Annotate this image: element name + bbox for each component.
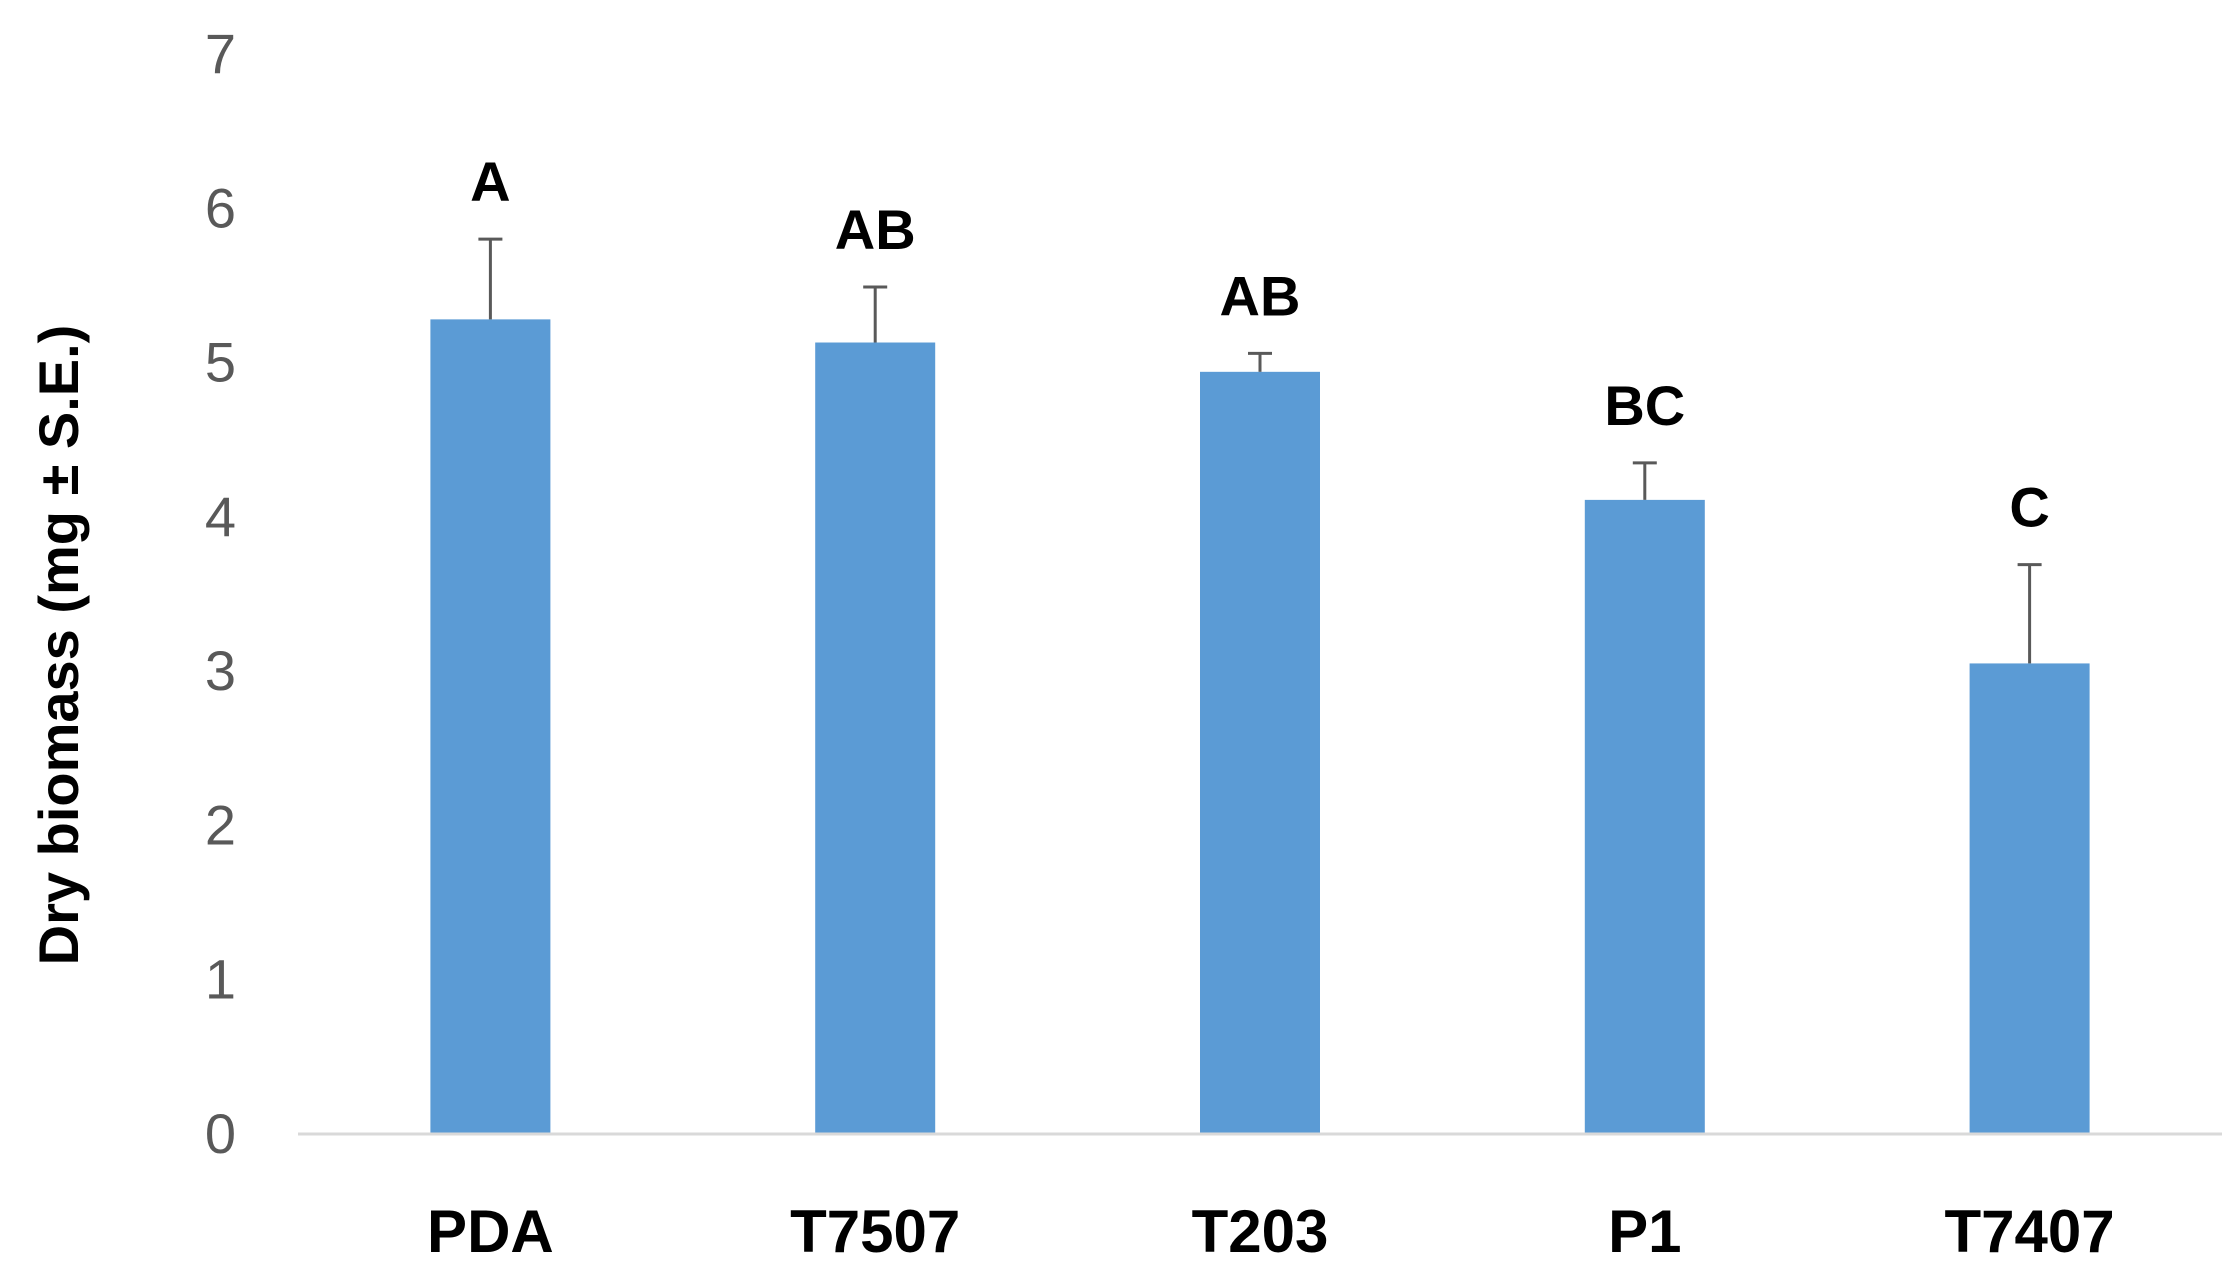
bar [815, 342, 936, 1134]
error-bar [1632, 461, 1657, 500]
bar [1200, 371, 1320, 1134]
x-tick-labels: PDA T7507 T203 P1 T7407 [427, 1198, 2115, 1265]
bar [1969, 663, 2090, 1134]
error-bar [863, 285, 888, 343]
error-bar [478, 237, 503, 320]
error-bar [2017, 563, 2042, 664]
x-tick-label: T203 [1192, 1198, 1329, 1265]
significance-label: A [470, 150, 510, 213]
bar [430, 319, 551, 1134]
y-tick-label: 0 [205, 1102, 236, 1165]
bars [430, 319, 2090, 1134]
significance-label: AB [1220, 264, 1301, 327]
y-tick-label: 7 [205, 22, 236, 85]
x-tick-label: T7407 [1945, 1198, 2115, 1265]
significance-label: C [2009, 476, 2049, 539]
x-tick-label: T7507 [790, 1198, 960, 1265]
x-tick-label: PDA [427, 1198, 554, 1265]
bar [1584, 499, 1705, 1134]
y-tick-labels: 0 1 2 3 4 5 6 7 [205, 22, 236, 1165]
error-bars [478, 237, 2042, 664]
y-tick-label: 3 [205, 639, 236, 702]
y-tick-label: 1 [205, 948, 236, 1011]
y-tick-label: 4 [205, 485, 236, 548]
significance-labels: A AB AB BC C [470, 150, 2050, 539]
y-tick-label: 6 [205, 176, 236, 239]
x-tick-label: P1 [1608, 1198, 1681, 1265]
y-tick-label: 5 [205, 331, 236, 394]
significance-label: AB [835, 198, 916, 261]
y-tick-label: 2 [205, 793, 236, 856]
y-axis-label: Dry biomass (mg ± S.E.) [27, 325, 90, 966]
error-bar [1248, 351, 1272, 372]
significance-label: BC [1604, 374, 1685, 437]
